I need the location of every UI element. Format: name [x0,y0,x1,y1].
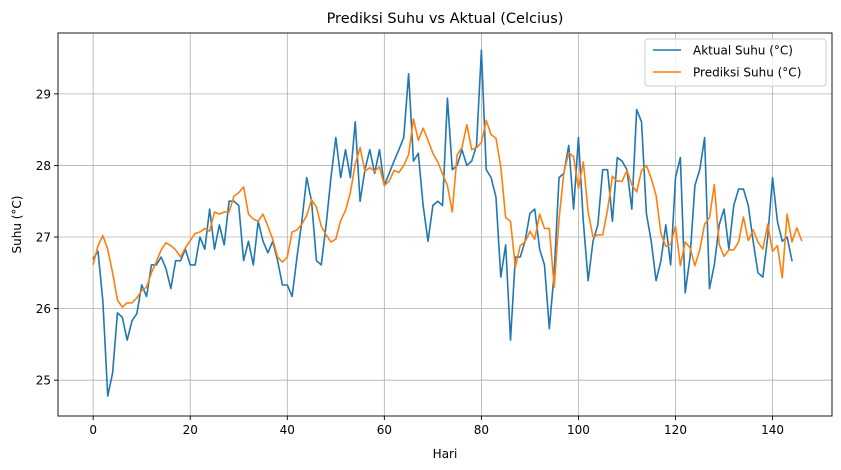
legend-label-actual: Aktual Suhu (°C) [693,44,793,58]
y-axis: 25 26 27 28 29 [36,87,58,388]
gridlines [58,33,832,416]
x-tick-label: 40 [280,423,295,437]
x-tick-label: 20 [183,423,198,437]
x-tick-label: 100 [567,423,590,437]
x-axis-label: Hari [433,447,458,461]
x-tick-label: 80 [474,423,489,437]
x-tick-label: 120 [664,423,687,437]
legend-label-predicted: Prediksi Suhu (°C) [693,66,801,80]
x-tick-label: 0 [89,423,97,437]
x-tick-label: 140 [761,423,784,437]
y-tick-label: 26 [36,302,51,316]
plot-frame [57,32,833,417]
series-line-actual [92,49,793,397]
legend: Aktual Suhu (°C) Prediksi Suhu (°C) [644,38,827,87]
y-tick-label: 27 [36,231,51,245]
y-tick-label: 29 [36,87,51,101]
y-tick-label: 25 [36,374,51,388]
x-tick-label: 60 [377,423,392,437]
series-line-predicted [92,118,803,308]
x-axis: 0 20 40 60 80 100 120 140 [89,416,784,437]
y-tick-label: 28 [36,159,51,173]
legend-box [644,38,827,87]
chart-title: Prediksi Suhu vs Aktual (Celcius) [327,11,564,27]
y-axis-label: Suhu (°C) [10,196,24,254]
series-layer [92,49,803,397]
